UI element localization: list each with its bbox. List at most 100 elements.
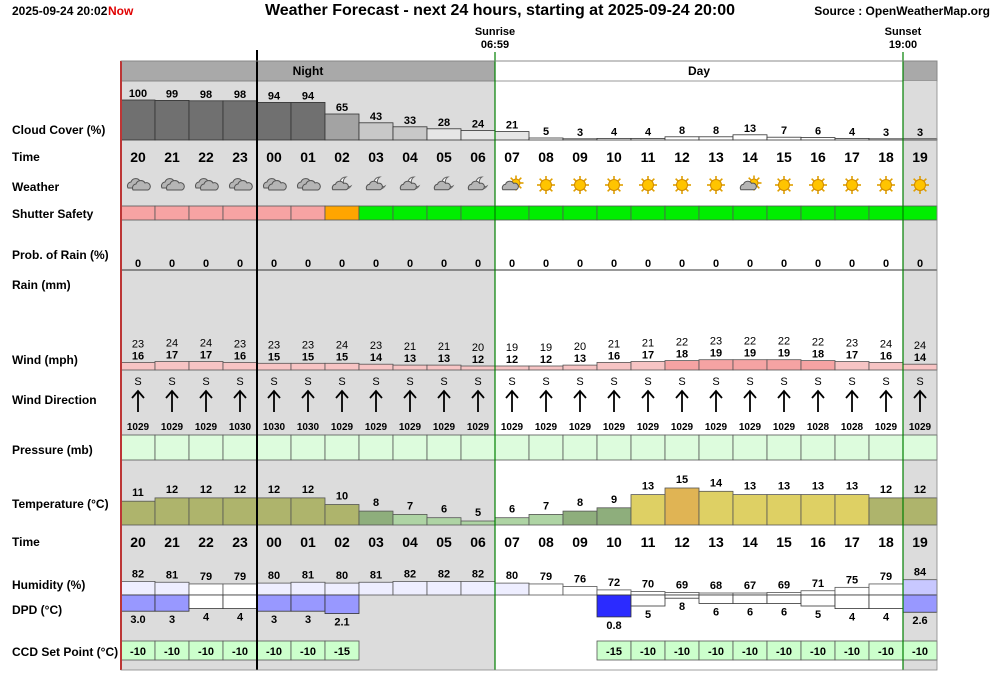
time-label-top: 15: [776, 149, 792, 165]
humidity-value: 82: [132, 568, 144, 580]
setpoint-value: -10: [742, 646, 758, 658]
sun-disc: [540, 179, 552, 191]
cloud-value: 7: [781, 125, 787, 137]
humidity-value: 79: [200, 571, 212, 583]
temperature-value: 12: [880, 484, 892, 496]
cloud-bar: [596, 137, 632, 141]
cloud-value: 8: [679, 125, 685, 137]
wind-arrow-icon: [607, 389, 621, 412]
pressure-cell: [426, 434, 462, 461]
pressure-value: 1029: [127, 422, 150, 433]
sun-ray: [889, 178, 893, 182]
pressure-cell: [358, 434, 394, 461]
wind-gust-value: 19: [506, 342, 518, 354]
pressure-value: 1029: [739, 422, 762, 433]
wind-gust-value: 22: [812, 337, 824, 349]
humidity-value: 72: [608, 577, 620, 589]
cloud-value: 8: [713, 125, 719, 137]
row-label-0: Cloud Cover (%): [12, 123, 105, 137]
temperature-bar: [494, 517, 530, 526]
shutter-cell: [698, 205, 734, 221]
setpoint-value: -10: [844, 646, 860, 658]
pressure-cell: [664, 434, 700, 461]
time-label-bottom: 20: [130, 534, 146, 550]
time-label-top: 23: [232, 149, 248, 165]
pressure-value: 1029: [433, 422, 456, 433]
arrow-head: [641, 389, 655, 399]
sun-ray: [549, 178, 553, 182]
setpoint-value: -10: [164, 646, 180, 658]
cloud-bar: [698, 136, 734, 141]
pressure-value: 1029: [875, 422, 898, 433]
temperature-value: 7: [543, 500, 549, 512]
sun-ray: [811, 188, 815, 192]
shutter-cell: [868, 205, 904, 221]
cloud-shape: [301, 180, 321, 191]
time-label-bottom: 19: [912, 534, 928, 550]
rain-prob-value: 0: [441, 258, 447, 270]
dpd-bar: [120, 594, 156, 612]
pressure-cell: [290, 434, 326, 461]
wind-direction-text: S: [338, 376, 345, 388]
humidity-value: 69: [676, 579, 688, 591]
arrow-head: [233, 389, 247, 399]
wind-speed-value: 12: [472, 354, 484, 366]
cloud-icon: [262, 178, 287, 191]
sun-ray: [617, 188, 621, 192]
shutter-cell: [154, 205, 190, 221]
temperature-value: 13: [642, 481, 654, 493]
shutter-cell: [120, 205, 156, 221]
sun-disc: [574, 179, 586, 191]
time-label-top: 08: [538, 149, 554, 165]
wind-arrow-icon: [267, 389, 281, 412]
humidity-value: 80: [336, 570, 348, 582]
sun-ray: [845, 178, 849, 182]
cloud-value: 43: [370, 111, 382, 123]
rain-prob-value: 0: [679, 258, 685, 270]
pressure-value: 1030: [263, 422, 286, 433]
humidity-value: 81: [302, 569, 314, 581]
pressure-value: 1029: [399, 422, 422, 433]
rain-prob-value: 0: [373, 258, 379, 270]
dpd-bar: [222, 594, 258, 610]
pressure-value: 1029: [705, 422, 728, 433]
pressure-cell: [630, 434, 666, 461]
wind-speed-value: 17: [846, 350, 858, 362]
arrow-head: [845, 389, 859, 399]
dpd-bar: [256, 594, 292, 612]
wind-bar: [120, 361, 156, 371]
dpd-bar: [154, 594, 190, 612]
time-label-bottom: 05: [436, 534, 452, 550]
wind-arrow-icon: [505, 389, 519, 412]
dpd-bar: [664, 594, 700, 599]
cloud-value: 33: [404, 115, 416, 127]
cloud-bar: [188, 100, 224, 141]
wind-arrow-icon: [199, 389, 213, 412]
wind-speed-value: 18: [812, 349, 824, 361]
temperature-bar: [188, 497, 224, 526]
cloud-icon: [160, 178, 185, 191]
wind-arrow-icon: [131, 389, 145, 412]
temperature-value: 9: [611, 494, 617, 506]
wind-arrow-icon: [743, 389, 757, 412]
wind-arrow-icon: [471, 389, 485, 412]
rain-prob-value: 0: [339, 258, 345, 270]
chart-frame: [120, 60, 938, 671]
sun-icon: [809, 176, 827, 194]
humidity-bar: [256, 582, 292, 596]
sun-ray: [811, 178, 815, 182]
rain-prob-value: 0: [169, 258, 175, 270]
cloud-value: 4: [645, 126, 652, 138]
sun-ray: [583, 178, 587, 182]
time-label-bottom: 01: [300, 534, 316, 550]
cloud-bar: [732, 134, 768, 141]
row-label-1: Time: [12, 150, 40, 164]
shutter-cell: [834, 205, 870, 221]
wind-speed-value: 19: [778, 348, 790, 360]
arrow-head: [573, 389, 587, 399]
sun-ray: [777, 178, 781, 182]
wind-gust-value: 23: [710, 336, 722, 348]
cloud-value: 24: [472, 118, 485, 130]
cloud-bar: [460, 129, 496, 141]
wind-gust-value: 19: [540, 342, 552, 354]
